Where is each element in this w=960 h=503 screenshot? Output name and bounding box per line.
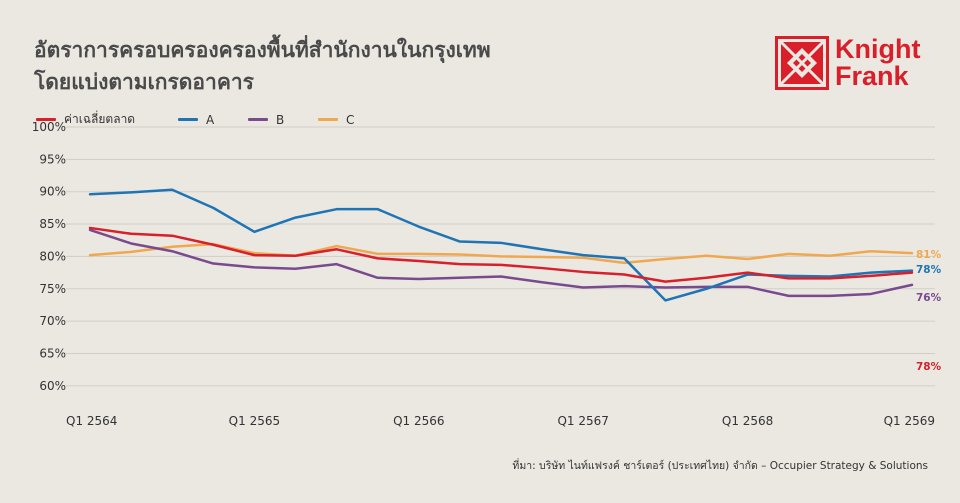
knight-frank-logo: Knight Frank xyxy=(775,36,920,90)
legend-label: A xyxy=(206,112,215,127)
y-tick-label: 60% xyxy=(39,379,66,393)
x-tick-label: Q1 2567 xyxy=(557,414,608,428)
legend-label: C xyxy=(346,112,355,127)
chart-title-line-1: อัตราการครอบครองครองพื้นที่สำนักงานในกรุ… xyxy=(34,38,491,62)
legend-item: C xyxy=(318,113,354,127)
legend-item: A xyxy=(178,113,248,127)
logo-word-frank: Frank xyxy=(835,61,909,91)
y-tick-label: 90% xyxy=(39,185,66,199)
chart-title: อัตราการครอบครองครองพื้นที่สำนักงานในกรุ… xyxy=(34,34,491,98)
legend-swatch xyxy=(318,118,338,121)
x-tick-label: Q1 2565 xyxy=(229,414,280,428)
legend-swatch xyxy=(178,118,198,121)
legend-item: ค่าเฉลี่ยตลาด xyxy=(36,110,178,129)
logo-word-knight: Knight xyxy=(835,34,921,64)
series-line-0 xyxy=(88,226,914,283)
legend-label: ค่าเฉลี่ยตลาด xyxy=(64,112,136,126)
y-tick-label: 80% xyxy=(39,249,66,263)
x-tick-label: Q1 2566 xyxy=(393,414,444,428)
series-end-label: 81% xyxy=(916,249,942,261)
knight-frank-logo-icon xyxy=(775,36,829,90)
chart-title-line-2: โดยแบ่งตามเกรดอาคาร xyxy=(34,70,254,94)
series-end-label: 78% xyxy=(916,361,942,373)
y-tick-label: 95% xyxy=(39,152,66,166)
x-tick-label: Q1 2564 xyxy=(66,414,117,428)
series-end-label: 76% xyxy=(916,292,942,304)
legend-swatch xyxy=(248,118,268,121)
knight-frank-wordmark: Knight Frank xyxy=(835,36,920,90)
y-tick-label: 75% xyxy=(39,282,66,296)
series-line-2 xyxy=(88,228,914,298)
source-note: ที่มา: บริษัท ไนท์แฟรงค์ ชาร์เตอร์ (ประเ… xyxy=(512,460,928,472)
y-tick-label: 65% xyxy=(39,346,66,360)
y-tick-label: 85% xyxy=(39,217,66,231)
chart-legend: ค่าเฉลี่ยตลาด A B C xyxy=(36,110,354,129)
y-tick-label: 70% xyxy=(39,314,66,328)
y-tick-label: 100% xyxy=(32,120,66,134)
legend-item: B xyxy=(248,113,318,127)
legend-swatch xyxy=(36,118,56,121)
x-tick-label: Q1 2569 xyxy=(884,414,935,428)
x-tick-label: Q1 2568 xyxy=(722,414,773,428)
series-end-label: 78% xyxy=(916,264,942,276)
legend-label: B xyxy=(276,112,285,127)
series-line-3 xyxy=(88,242,914,265)
